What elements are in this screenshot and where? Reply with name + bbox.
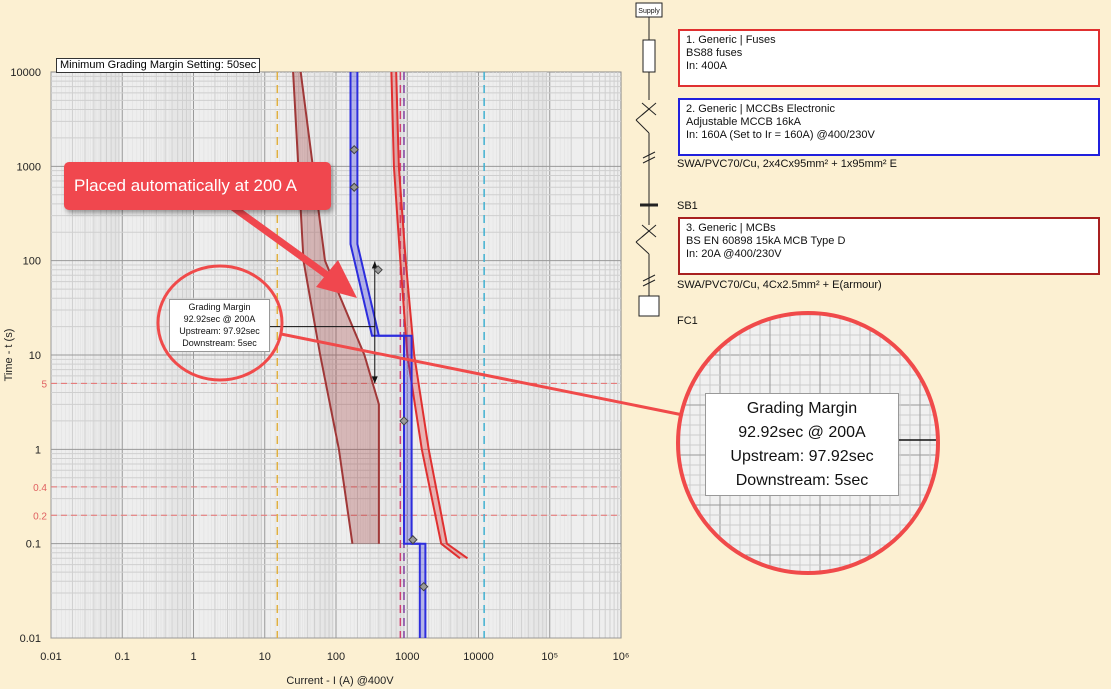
x-tick-label: 10⁵ [541,651,558,663]
y-tick-label: 0.1 [26,539,41,551]
callout-arrow [227,202,357,298]
single-line-diagram [635,2,663,317]
legend-mcb[interactable]: 3. Generic | MCBs BS EN 60898 15kA MCB T… [678,217,1100,275]
cable-2-label: SWA/PVC70/Cu, 4Cx2.5mm² + E(armour) [677,279,882,291]
x-tick-label: 1 [190,651,196,663]
legend-fuse[interactable]: 1. Generic | Fuses BS88 fuses In: 400A [678,29,1100,87]
curve-band-2 [350,72,426,638]
busbar-label: SB1 [677,200,698,212]
setting-marker [349,182,359,192]
y-tick-label: 10 [29,350,41,362]
setting-marker [408,535,418,545]
margin-arrow-down [371,376,378,384]
ref-time-label: 0.2 [33,511,47,522]
y-tick-label: 1000 [17,161,41,173]
y-tick-label: 100 [23,256,41,268]
setting-marker [399,416,409,426]
zoom-source-circle [156,264,284,382]
setting-markers [349,145,429,592]
grading-margin-value: 92.92sec @ 200A [183,314,256,324]
ref-time-label: 5 [41,379,47,390]
curve-max-line-1 [395,71,469,560]
supply-label: Supply [638,8,660,15]
grading-margin-setting: Minimum Grading Margin Setting: 50sec [56,58,261,73]
downstream-time: Downstream: 5sec [182,338,257,348]
margin-arrow-up [371,261,378,269]
grading-margin-label-zoomed: Grading Margin 92.92sec @ 200A Upstream:… [705,393,899,496]
y-tick-label: 1 [35,444,41,456]
grading-margin-indicator [268,261,378,384]
x-tick-label: 10000 [463,651,494,663]
y-tick-label: 0.01 [20,633,41,645]
x-tick-label: 1000 [395,651,419,663]
x-tick-label: 0.1 [115,651,130,663]
x-tick-label: 100 [327,651,345,663]
legend-mccb[interactable]: 2. Generic | MCCBs Electronic Adjustable… [678,98,1100,156]
curve-band-1 [391,72,468,559]
y-tick-label: 10000 [10,67,41,79]
setting-marker [373,265,383,275]
curve-min-line-1 [390,71,461,560]
upstream-time: Upstream: 97.92sec [179,326,260,336]
ref-time-label: 0.4 [33,483,47,494]
zoom-connector [280,332,684,417]
grading-margin-label[interactable]: Grading Margin 92.92sec @ 200A Upstream:… [169,299,270,352]
load-label: FC1 [677,315,698,327]
x-axis-label: Current - I (A) @400V [286,675,394,687]
fuse-symbol [642,39,656,73]
auto-placement-callout: Placed automatically at 200 A [64,162,331,210]
y-axis-label: Time - t (s) [3,329,15,382]
axis-tick-labels: 0.01 0.1 1 10 100 1000 10000 10⁵ 10⁶ 0.01 0.1 1 10 10… [10,67,629,663]
setting-marker [349,145,359,155]
x-tick-label: 0.01 [40,651,61,663]
x-tick-label: 10 [259,651,271,663]
grading-margin-title: Grading Margin [188,302,251,312]
load-symbol [638,295,660,317]
curve-max-line-2 [356,72,427,638]
setting-marker [418,581,429,592]
x-tick-label: 10⁶ [613,651,630,663]
cable-1-label: SWA/PVC70/Cu, 2x4Cx95mm² + 1x95mm² E [677,158,897,170]
